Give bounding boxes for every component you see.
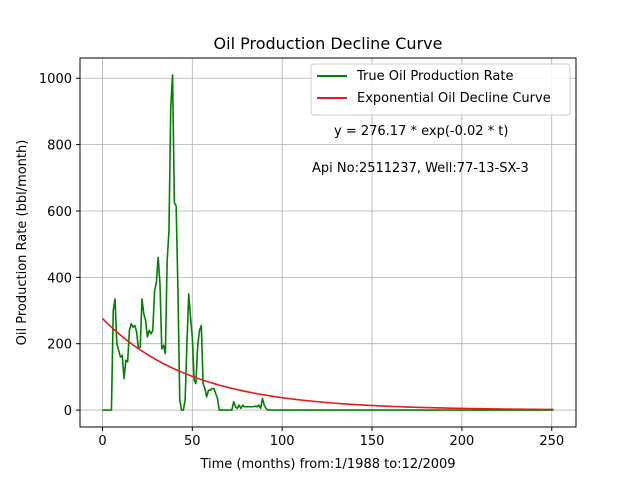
equation-annotation: y = 276.17 * exp(-0.02 * t) xyxy=(334,124,508,139)
x-tick-label: 250 xyxy=(539,434,564,449)
legend-box xyxy=(310,63,571,116)
grid xyxy=(80,58,576,427)
y-tick-label: 0 xyxy=(64,404,72,419)
x-tick-label: 50 xyxy=(184,434,201,449)
legend-label-true-rate: True Oil Production Rate xyxy=(356,69,513,84)
y-tick-label: 600 xyxy=(47,205,72,220)
x-tick-label: 200 xyxy=(449,434,474,449)
plot-frame xyxy=(79,57,577,428)
x-tick-label: 0 xyxy=(98,434,106,449)
axis-ticks: 0 50 100 150 200 250 0 200 400 600 800 1000 xyxy=(39,72,564,449)
y-tick-label: 400 xyxy=(47,271,72,286)
y-tick-label: 200 xyxy=(47,338,72,353)
x-tick-label: 150 xyxy=(360,434,385,449)
well-annotation: Api No:2511237, Well:77-13-SX-3 xyxy=(312,161,529,176)
x-axis-label: Time (months) from:1/1988 to:12/2009 xyxy=(199,457,455,472)
legend-label-decline-curve: Exponential Oil Decline Curve xyxy=(357,91,551,106)
y-axis-label: Oil Production Rate (bbl/month) xyxy=(15,140,30,346)
y-tick-label: 1000 xyxy=(39,72,72,87)
chart-title: Oil Production Decline Curve xyxy=(214,34,443,53)
series-true-oil-production-rate xyxy=(102,74,554,411)
legend: True Oil Production Rate Exponential Oil… xyxy=(310,63,571,116)
x-tick-label: 100 xyxy=(270,434,295,449)
plot-series xyxy=(101,74,554,411)
y-tick-label: 800 xyxy=(47,139,72,154)
series-exponential-oil-decline-curve xyxy=(101,317,554,411)
